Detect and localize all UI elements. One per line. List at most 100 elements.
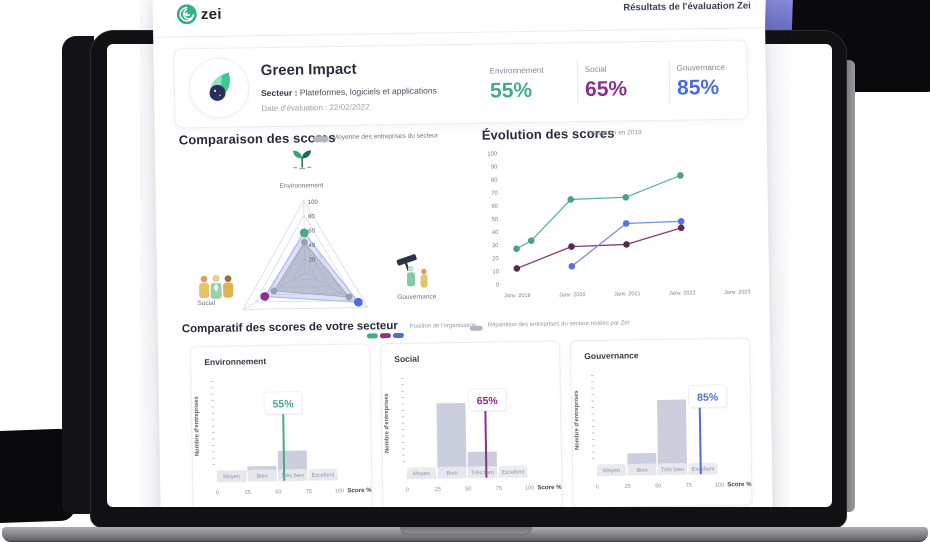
svg-text:Janv. 2021: Janv. 2021 (614, 291, 641, 297)
bar-card-social: Social Nombre d'entreprises Moyen Bien Trè… (380, 340, 563, 507)
page-title: Résultats de l'évaluation Zei (623, 0, 751, 14)
svg-text:Score %: Score % (727, 481, 751, 488)
svg-text:Très bien: Très bien (471, 470, 494, 476)
svg-text:10: 10 (492, 269, 499, 275)
svg-text:0: 0 (406, 487, 409, 493)
svg-text:85%: 85% (697, 391, 719, 403)
dashboard-clip: zei Résultats de l'évaluation Zei Green … (140, 0, 790, 507)
svg-text:Janv. 2020: Janv. 2020 (559, 292, 586, 298)
svg-text:25: 25 (625, 484, 631, 490)
svg-text:0: 0 (496, 282, 499, 288)
svg-text:90: 90 (491, 165, 498, 171)
radar-axis-gouvernance: Gouvernance (397, 293, 437, 302)
svg-text:Excellent: Excellent (502, 470, 525, 476)
brand-name: zei (200, 5, 222, 24)
bar-card-gouvernance: Gouvernance Nombre d'entreprises Moyen Bi… (569, 337, 753, 507)
svg-text:Excellent: Excellent (692, 467, 715, 473)
svg-text:80: 80 (308, 214, 315, 220)
svg-text:Janv. 2019: Janv. 2019 (504, 293, 531, 299)
svg-text:30: 30 (492, 243, 499, 249)
blue-pill-icon (392, 332, 404, 339)
svg-text:65%: 65% (477, 395, 499, 407)
comet-icon (209, 72, 230, 101)
svg-text:50: 50 (465, 486, 471, 492)
histogram-social: Moyen Bien Très bien Excellent 0 25 50 75 100 Sco… (401, 377, 562, 493)
svg-text:Très bien: Très bien (661, 467, 684, 473)
svg-text:40: 40 (308, 243, 315, 249)
svg-text:Excellent: Excellent (312, 473, 335, 479)
svg-text:0: 0 (596, 484, 599, 490)
svg-text:40: 40 (492, 230, 499, 236)
svg-text:0: 0 (216, 490, 219, 496)
radar-axis-environnement: Environnement (279, 182, 324, 190)
svg-text:25: 25 (245, 490, 251, 496)
svg-text:Très bien: Très bien (281, 473, 304, 479)
svg-text:50: 50 (655, 483, 661, 489)
zei-logo-icon (176, 4, 197, 25)
laptop-base-notch (400, 527, 532, 535)
svg-text:100: 100 (715, 482, 724, 488)
score-social: Social 65% (585, 64, 674, 102)
company-name: Green Impact (260, 60, 357, 80)
svg-text:Bien: Bien (636, 468, 647, 474)
gray-pill-icon (469, 325, 483, 331)
svg-text:20: 20 (492, 256, 499, 262)
evolution-subtitle: Inscription en 2019 (586, 129, 642, 138)
svg-text:70: 70 (491, 191, 498, 197)
people-icon (199, 274, 234, 299)
svg-text:60: 60 (308, 229, 315, 235)
legend-sector-label: Répartition des entreprises du secteur n… (487, 320, 630, 329)
svg-text:Moyen: Moyen (413, 471, 430, 477)
company-eval-date: Date d'évaluation : 22/02/2022 (261, 102, 370, 114)
comparison-legend-swatch (312, 136, 329, 143)
svg-text:Bien: Bien (256, 474, 267, 480)
svg-text:Moyen: Moyen (223, 474, 240, 480)
histogram-gouvernance: Moyen Bien Très bien Excellent 0 25 50 75 100 Sco… (591, 374, 752, 490)
laptop-side-left (62, 36, 94, 514)
svg-text:75: 75 (686, 483, 692, 489)
svg-text:Score %: Score % (537, 484, 561, 491)
green-pill-icon (366, 333, 378, 339)
dashboard-panel: zei Résultats de l'évaluation Zei Green … (152, 0, 773, 507)
purple-pill-icon (379, 333, 391, 339)
svg-text:Bien: Bien (446, 471, 457, 477)
header-divider (153, 27, 766, 38)
svg-text:Moyen: Moyen (603, 468, 620, 474)
legend-org-label: Position de l'organisation (409, 322, 477, 330)
svg-text:25: 25 (435, 487, 441, 493)
svg-text:Score %: Score % (347, 487, 371, 494)
score-value: 85% (676, 75, 720, 100)
score-environnement: Environnement 55% (490, 65, 579, 103)
svg-text:Janv. 2023: Janv. 2023 (724, 289, 751, 295)
radar-axis-social: Social (197, 299, 216, 308)
evolution-line-chart: 0 10 20 30 40 50 60 70 80 90 100 Janv. 2019 Janv. 20… (487, 151, 751, 299)
svg-text:75: 75 (496, 486, 502, 492)
score-gouvernance: Gouvernance 85% (677, 62, 766, 100)
svg-text:50: 50 (492, 217, 499, 223)
svg-text:100: 100 (335, 488, 344, 494)
radar-chart: 20 40 60 80 100 (242, 199, 369, 310)
gavel-icon (396, 254, 428, 288)
score-value: 65% (584, 77, 628, 102)
svg-text:100: 100 (525, 485, 534, 491)
svg-text:20: 20 (309, 257, 316, 263)
score-value: 55% (489, 78, 533, 103)
company-avatar (188, 57, 250, 119)
legend-org-pills (366, 325, 406, 344)
sprout-icon (292, 150, 312, 170)
histogram-environnement: Moyen Bien Très bien Excellent 0 25 50 75 100 Sco… (211, 380, 372, 496)
svg-text:50: 50 (275, 489, 281, 495)
comparison-legend-label: Moyenne des entreprises du secteur (332, 132, 438, 142)
company-card: Green Impact Secteur : Plateformes, logi… (173, 39, 749, 129)
svg-text:100: 100 (308, 200, 319, 206)
svg-text:80: 80 (491, 178, 498, 184)
svg-text:100: 100 (487, 151, 497, 157)
svg-text:60: 60 (491, 204, 498, 210)
company-sector: Secteur : Plateformes, logiciels et appl… (260, 85, 437, 99)
svg-text:Janv. 2022: Janv. 2022 (669, 290, 696, 296)
laptop-base (2, 527, 928, 542)
svg-text:55%: 55% (272, 398, 294, 410)
svg-text:75: 75 (306, 489, 312, 495)
bar-card-environnement: Environnement Nombre d'entreprises Moyen… (190, 343, 373, 507)
